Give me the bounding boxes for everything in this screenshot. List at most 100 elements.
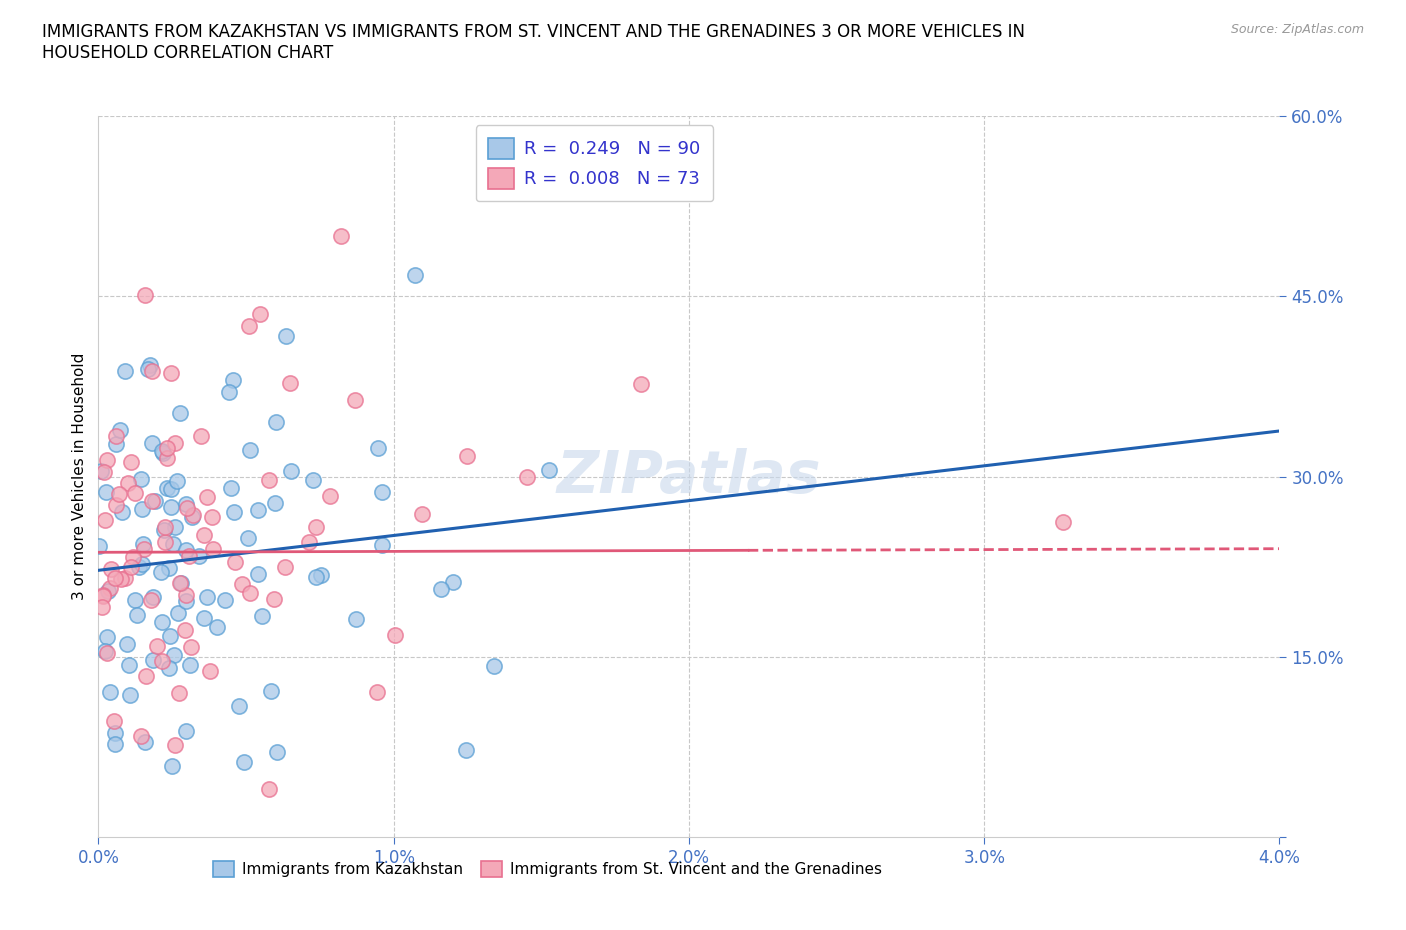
Point — [233, 755, 256, 770]
Point — [266, 745, 288, 760]
Point — [94, 512, 117, 527]
Point — [150, 444, 173, 458]
Point — [201, 542, 224, 557]
Point — [179, 549, 201, 564]
Point — [139, 592, 162, 607]
Point — [238, 319, 260, 334]
Point — [114, 364, 136, 379]
Point — [122, 550, 145, 565]
Point — [165, 520, 187, 535]
Point — [280, 376, 302, 391]
Point — [207, 619, 229, 634]
Point — [266, 415, 288, 430]
Point — [104, 571, 127, 586]
Point — [193, 527, 215, 542]
Point — [136, 362, 159, 377]
Point — [90, 463, 112, 478]
Point — [156, 451, 179, 466]
Point — [141, 364, 163, 379]
Point — [176, 500, 198, 515]
Point — [125, 607, 148, 622]
Point — [96, 645, 118, 660]
Point — [87, 538, 110, 553]
Point — [384, 628, 406, 643]
Point — [257, 782, 280, 797]
Point — [124, 592, 146, 607]
Point — [155, 520, 177, 535]
Point — [108, 423, 131, 438]
Point — [330, 229, 353, 244]
Point — [231, 576, 253, 591]
Point — [174, 724, 197, 738]
Point — [91, 589, 114, 604]
Point — [142, 653, 165, 668]
Point — [160, 500, 183, 515]
Point — [249, 307, 271, 322]
Point — [319, 488, 342, 503]
Point — [404, 268, 426, 283]
Point — [280, 464, 302, 479]
Point — [174, 622, 197, 637]
Point — [181, 508, 204, 523]
Point — [141, 436, 163, 451]
Point — [516, 470, 538, 485]
Point — [238, 530, 260, 545]
Point — [94, 644, 117, 658]
Point — [174, 497, 197, 512]
Point — [195, 589, 218, 604]
Point — [120, 560, 142, 575]
Point — [98, 684, 121, 699]
Point — [260, 684, 283, 698]
Point — [247, 503, 270, 518]
Point — [298, 535, 321, 550]
Point — [134, 735, 156, 750]
Point — [222, 373, 245, 388]
Point — [305, 520, 328, 535]
Point — [108, 486, 131, 501]
Point — [263, 591, 285, 606]
Point — [118, 658, 141, 672]
Point — [143, 494, 166, 509]
Point — [96, 452, 118, 467]
Point — [156, 441, 179, 456]
Point — [150, 653, 173, 668]
Point — [538, 462, 561, 477]
Point — [430, 581, 453, 596]
Point — [96, 630, 118, 644]
Point — [166, 474, 188, 489]
Point — [180, 640, 202, 655]
Text: IMMIGRANTS FROM KAZAKHSTAN VS IMMIGRANTS FROM ST. VINCENT AND THE GRENADINES 3 O: IMMIGRANTS FROM KAZAKHSTAN VS IMMIGRANTS… — [42, 23, 1025, 62]
Point — [411, 506, 433, 521]
Point — [169, 576, 191, 591]
Point — [104, 498, 127, 512]
Point — [104, 428, 127, 443]
Point — [201, 510, 224, 525]
Point — [163, 737, 186, 752]
Point — [132, 541, 155, 556]
Point — [302, 473, 325, 488]
Point — [1052, 515, 1074, 530]
Point — [146, 639, 169, 654]
Point — [198, 663, 221, 678]
Point — [128, 560, 150, 575]
Point — [150, 615, 173, 630]
Point — [131, 556, 153, 571]
Point — [153, 534, 176, 549]
Point — [167, 605, 190, 620]
Point — [91, 588, 114, 603]
Point — [135, 669, 157, 684]
Point — [366, 685, 388, 700]
Point — [214, 592, 236, 607]
Point — [309, 568, 332, 583]
Point — [97, 584, 120, 599]
Point — [219, 481, 242, 496]
Point — [169, 405, 191, 420]
Point — [150, 565, 173, 579]
Point — [120, 454, 142, 469]
Point — [228, 698, 250, 713]
Point — [114, 570, 136, 585]
Point — [141, 493, 163, 508]
Text: ZIPatlas: ZIPatlas — [557, 448, 821, 505]
Point — [179, 658, 201, 672]
Point — [120, 687, 142, 702]
